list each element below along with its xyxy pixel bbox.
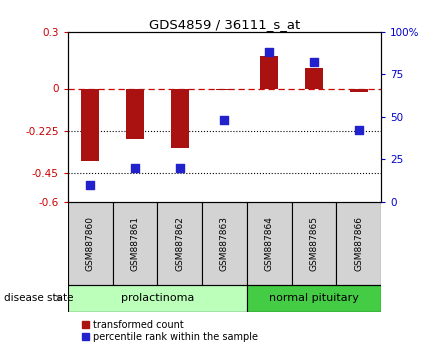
Text: GSM887866: GSM887866 bbox=[354, 216, 363, 271]
Bar bbox=[68, 285, 247, 312]
Point bbox=[311, 59, 318, 65]
Bar bbox=[260, 56, 278, 88]
Bar bbox=[113, 202, 157, 285]
Legend: transformed count, percentile rank within the sample: transformed count, percentile rank withi… bbox=[81, 320, 258, 342]
Text: GSM887863: GSM887863 bbox=[220, 216, 229, 271]
Bar bbox=[292, 202, 336, 285]
Point bbox=[87, 182, 94, 188]
Point bbox=[266, 50, 273, 55]
Text: GSM887861: GSM887861 bbox=[131, 216, 139, 271]
Bar bbox=[336, 202, 381, 285]
Point bbox=[355, 127, 362, 133]
Bar bbox=[350, 88, 367, 92]
Bar bbox=[157, 202, 202, 285]
Bar bbox=[247, 202, 292, 285]
Bar bbox=[126, 88, 144, 139]
Bar bbox=[305, 68, 323, 88]
Point bbox=[131, 165, 138, 171]
Text: GSM887865: GSM887865 bbox=[310, 216, 318, 271]
Bar bbox=[68, 202, 113, 285]
Text: normal pituitary: normal pituitary bbox=[269, 293, 359, 303]
Bar bbox=[202, 202, 247, 285]
Point bbox=[176, 165, 183, 171]
Text: GSM887860: GSM887860 bbox=[86, 216, 95, 271]
Text: GSM887862: GSM887862 bbox=[175, 216, 184, 271]
Bar bbox=[247, 285, 381, 312]
Bar bbox=[81, 88, 99, 161]
Point bbox=[221, 118, 228, 123]
Text: prolactinoma: prolactinoma bbox=[121, 293, 194, 303]
Bar bbox=[171, 88, 189, 148]
Text: GSM887864: GSM887864 bbox=[265, 216, 274, 271]
Title: GDS4859 / 36111_s_at: GDS4859 / 36111_s_at bbox=[149, 18, 300, 31]
Text: disease state: disease state bbox=[4, 293, 74, 303]
Bar bbox=[215, 88, 233, 90]
